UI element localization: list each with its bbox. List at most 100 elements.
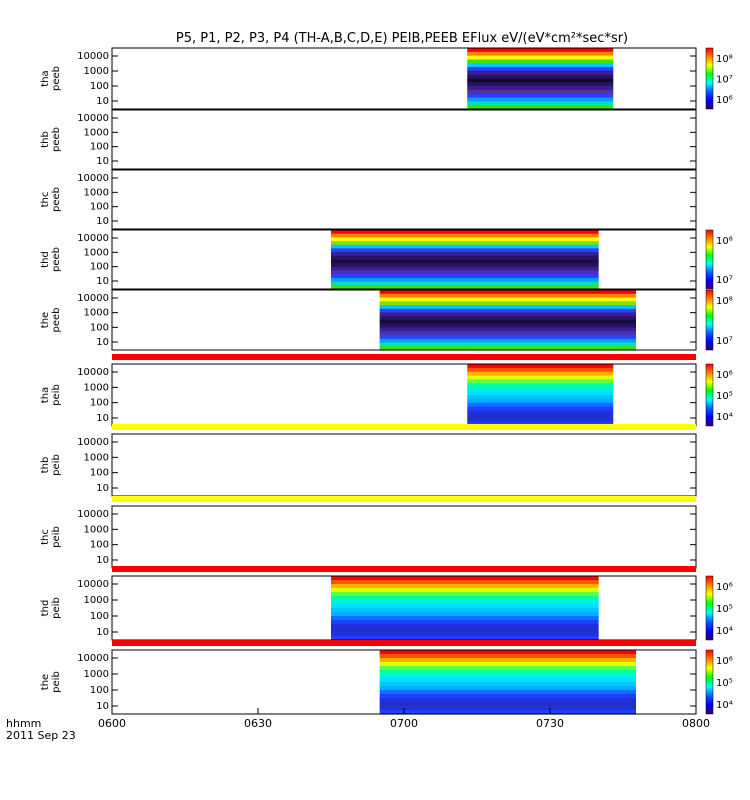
spectrogram-band (331, 241, 599, 246)
colorbar (705, 649, 714, 715)
y-tick-label: 10000 (77, 653, 109, 664)
y-tick-label: 10 (96, 156, 109, 167)
colorbar-tick-label: 10⁵ (716, 678, 733, 689)
y-tick-label: 100 (90, 262, 109, 273)
spectrogram-band (331, 580, 599, 585)
y-tick-label: 1000 (84, 66, 109, 77)
colorbar-tick-label: 10⁸ (716, 236, 733, 247)
panel-thb-peib: 10000 1000 100 10 thb peib (40, 424, 697, 497)
colorbar-tick-label: 10⁵ (716, 604, 733, 615)
y-axis-label: tha (40, 387, 51, 403)
panel-frame (111, 433, 697, 497)
y-tick-label: 10000 (77, 51, 109, 62)
spectrogram-band (379, 331, 636, 336)
spectrogram-band (379, 670, 636, 675)
spectrogram-band (379, 706, 636, 711)
x-tick-label: 0630 (244, 717, 272, 730)
y-tick-label: 1000 (84, 669, 109, 680)
spectrogram-band (331, 252, 599, 257)
colorbar (705, 47, 714, 110)
panels-group: 10000 1000 100 10 tha peeb 10⁸ 10⁷ 10⁶ 10000 1000 1… (40, 47, 733, 715)
spectrogram-band (331, 277, 599, 283)
y-tick-label: 10000 (77, 173, 109, 184)
spectrogram-band (331, 259, 599, 264)
spectrogram-band (379, 290, 636, 295)
y-tick-label: 10000 (77, 293, 109, 304)
y-tick-label: 10000 (77, 437, 109, 448)
colorbar-tick-label: 10⁴ (716, 626, 733, 637)
panel-tha-peeb: 10000 1000 100 10 tha peeb 10⁸ 10⁷ 10⁶ (40, 47, 733, 110)
y-tick-label: 1000 (84, 187, 109, 198)
spectrogram-band (379, 301, 636, 306)
y-tick-label: 10000 (77, 579, 109, 590)
spectrogram-band (379, 698, 636, 703)
spectrogram-band (467, 55, 614, 61)
spectrogram-band (379, 702, 636, 707)
spectrogram-band (379, 674, 636, 679)
spectrogram-band (379, 346, 636, 351)
y-axis-label: thb (40, 131, 51, 148)
status-bar (112, 354, 696, 360)
panel-thd-peeb: 10000 1000 100 10 thd peeb 10⁸ 10⁷ (40, 229, 733, 290)
spectrogram-band (379, 320, 636, 325)
colorbar-tick-label: 10⁷ (716, 75, 733, 86)
spectrogram-band (331, 584, 599, 589)
y-axis-label: thd (40, 251, 51, 268)
x-tick-label: 0600 (98, 717, 126, 730)
y-tick-label: 1000 (84, 382, 109, 393)
spectrogram-band (467, 89, 614, 95)
panel-frame (111, 289, 697, 351)
spectrogram-band (331, 612, 599, 617)
colorbar (705, 289, 714, 351)
spectrogram-band (467, 78, 614, 83)
spectrogram-band (467, 67, 614, 72)
spectrogram-band (379, 678, 636, 683)
y-tick-label: 1000 (84, 452, 109, 463)
time-stamp-label: hhmm (6, 717, 41, 730)
spectrogram-band (467, 371, 614, 377)
spectrogram-band (331, 274, 599, 279)
colorbar-tick-label: 10⁶ (716, 370, 733, 381)
spectrogram-band (331, 230, 599, 235)
spectrogram-band (379, 690, 636, 695)
y-tick-label: 1000 (84, 308, 109, 319)
y-tick-label: 10 (96, 627, 109, 638)
y-tick-label: 10 (96, 701, 109, 712)
spectrogram-band (467, 59, 614, 64)
y-axis-label: tha (40, 70, 51, 86)
y-tick-label: 10 (96, 483, 109, 494)
y-tick-label: 10000 (77, 509, 109, 520)
panel-frame (111, 109, 697, 170)
spectrogram-band (379, 293, 636, 299)
y-tick-label: 10000 (77, 113, 109, 124)
y-tick-label: 100 (90, 468, 109, 479)
panel-thc-peeb: 10000 1000 100 10 thc peeb (40, 169, 697, 230)
y-tick-label: 10 (96, 96, 109, 107)
x-tick-label: 0700 (390, 717, 418, 730)
y-tick-label: 10 (96, 276, 109, 287)
spectrogram-band (331, 263, 599, 268)
spectrogram-band (331, 285, 599, 290)
spectrogram-band (467, 93, 614, 99)
spectrogram-band (331, 248, 599, 253)
spectrogram-band (467, 414, 614, 419)
spectrogram-band (467, 398, 614, 404)
time-axis: hhmm 2011 Sep 23 0600 0630 0700 0730 0800 (6, 708, 710, 742)
spectrogram-band (331, 604, 599, 609)
spectrogram-band (331, 281, 599, 286)
colorbar (705, 575, 714, 641)
spectrogram-band (379, 305, 636, 310)
date-label: 2011 Sep 23 (6, 729, 76, 742)
y-tick-label: 100 (90, 611, 109, 622)
spectrogram-band (379, 335, 636, 340)
y-axis-label: peeb (51, 247, 62, 272)
colorbar-tick-label: 10⁶ (716, 582, 733, 593)
spectrogram-band (331, 576, 599, 581)
spectrogram-band (379, 338, 636, 344)
spectrogram-band (379, 666, 636, 671)
y-axis-label: peib (51, 597, 62, 619)
x-tick-label: 0730 (536, 717, 564, 730)
panel-the-peib: 10000 1000 100 10 the peib 10⁶ 10⁵ 10⁴ (40, 640, 733, 715)
spectrogram-band (467, 74, 614, 80)
panel-thb-peeb: 10000 1000 100 10 thb peeb (40, 109, 697, 170)
